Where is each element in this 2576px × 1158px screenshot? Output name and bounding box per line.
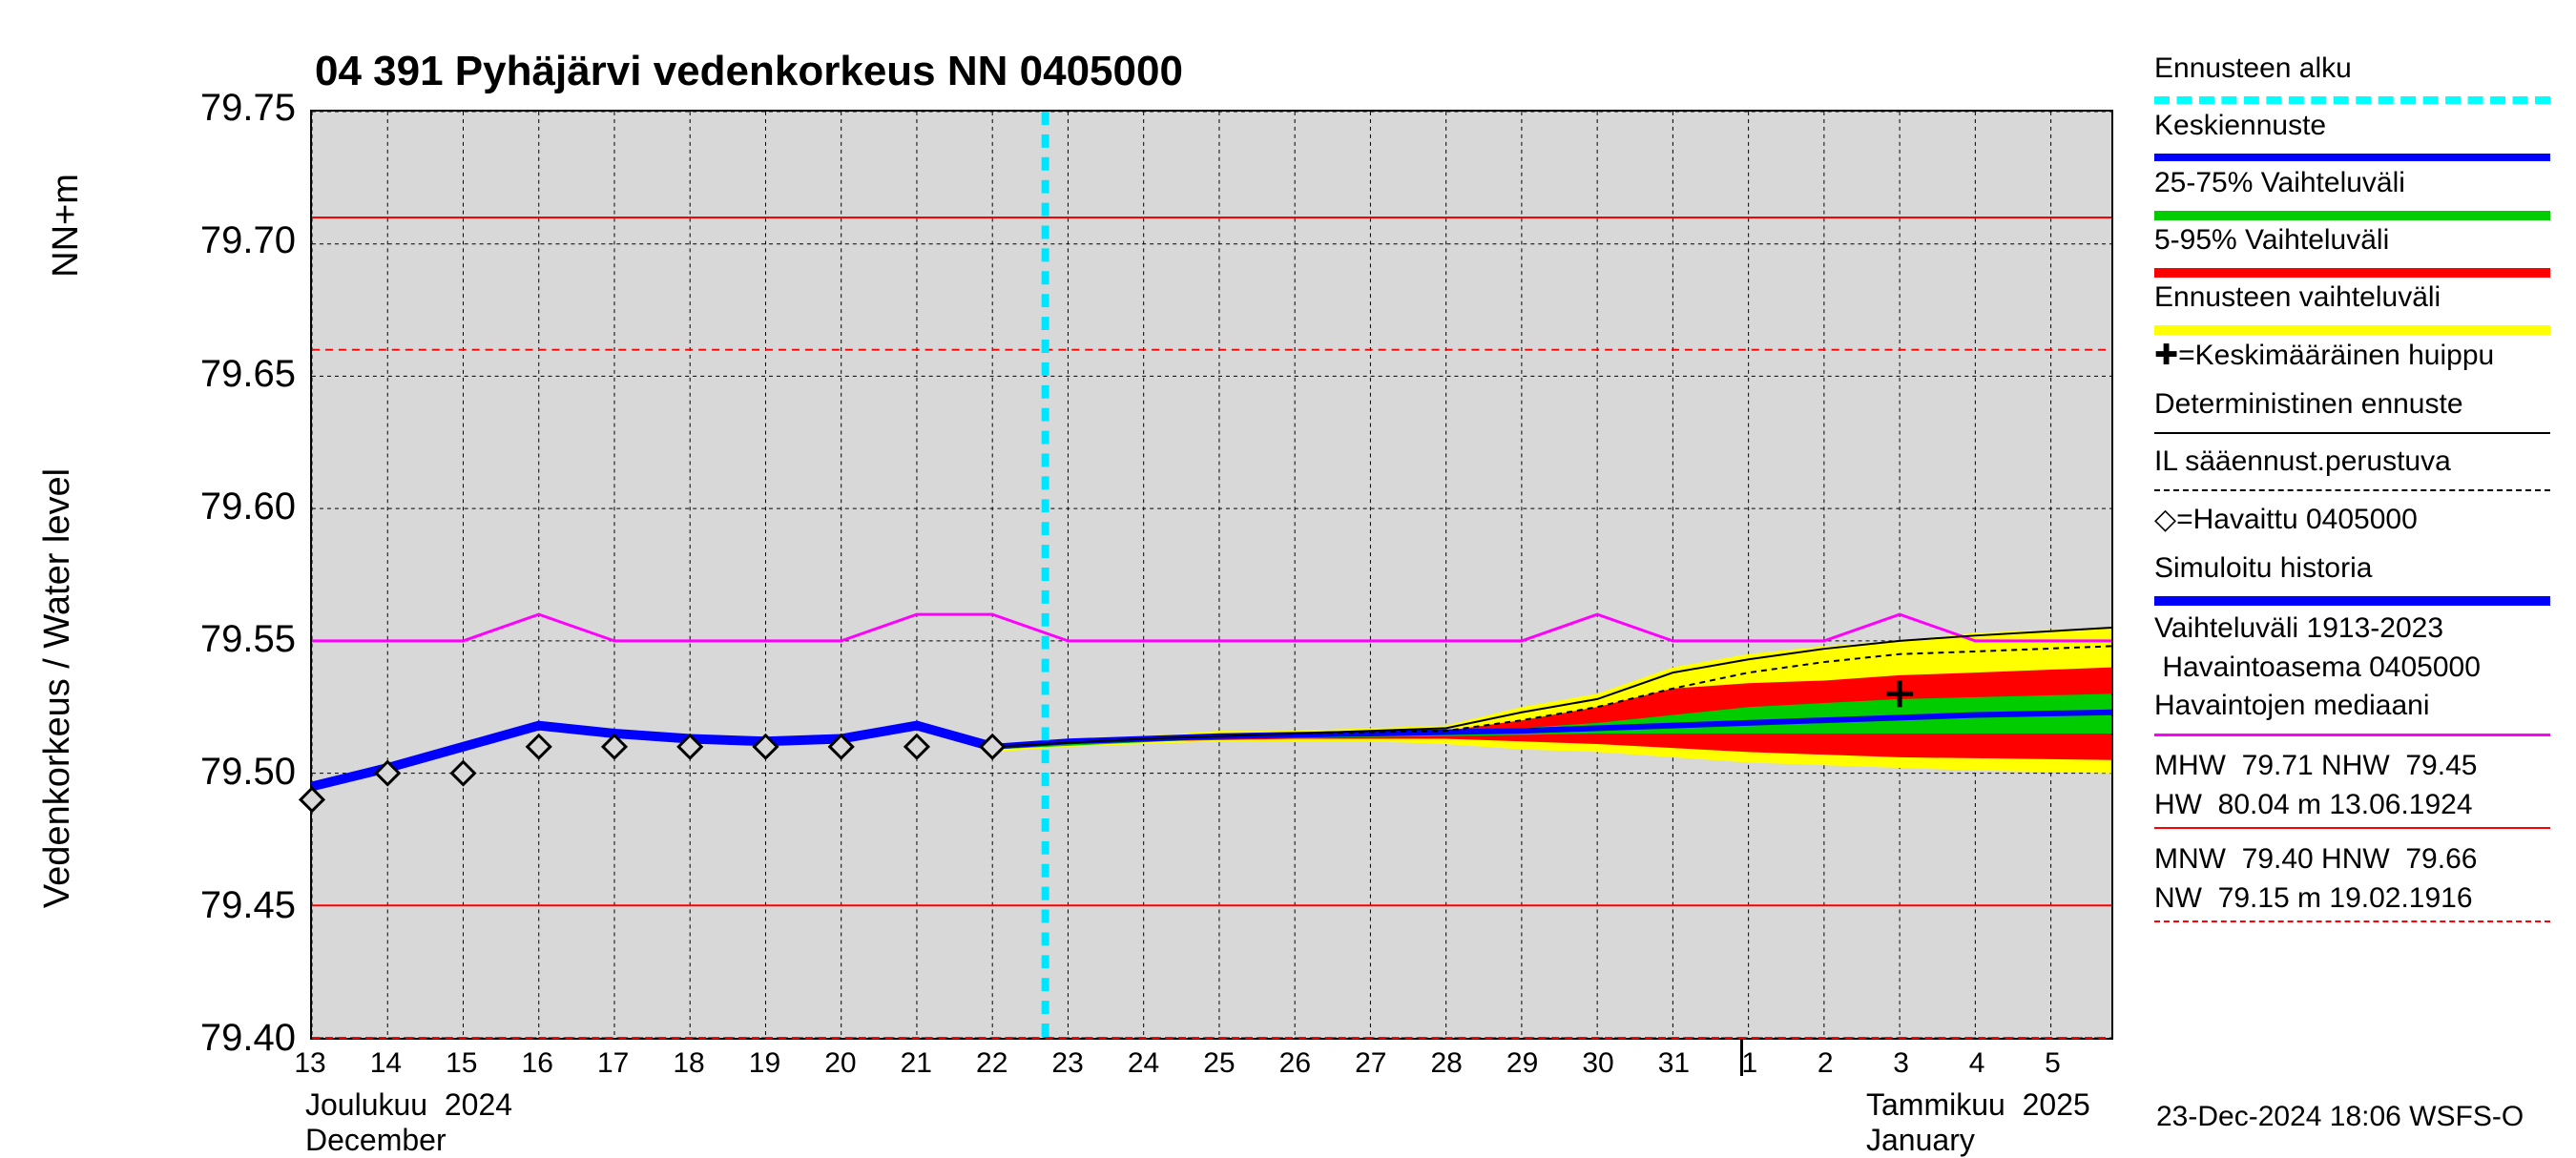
- x-tick-label: 13: [294, 1047, 325, 1080]
- y-tick-label: 79.55: [105, 618, 296, 661]
- y-tick-label: 79.75: [105, 87, 296, 130]
- month-divider: [1740, 1040, 1743, 1076]
- x-tick-label: 5: [2045, 1047, 2061, 1080]
- x-tick-label: 22: [976, 1047, 1008, 1080]
- legend-item: 5-95% Vaihteluväli: [2154, 224, 2565, 278]
- legend-item: MNW 79.40 HNW 79.66 NW 79.15 m 19.02.191…: [2154, 840, 2565, 930]
- legend-item: ✚=Keskimääräinen huippu: [2154, 339, 2565, 384]
- legend-item: Keskiennuste: [2154, 110, 2565, 163]
- plot-area: [310, 110, 2113, 1040]
- plot-svg: [312, 112, 2111, 1038]
- x-tick-label: 25: [1203, 1047, 1235, 1080]
- legend-item: Simuloitu historia: [2154, 552, 2565, 606]
- chart-title: 04 391 Pyhäjärvi vedenkorkeus NN 0405000: [315, 48, 1183, 95]
- y-tick-label: 79.65: [105, 353, 296, 396]
- x-tick-label: 31: [1658, 1047, 1690, 1080]
- x-tick-label: 17: [597, 1047, 629, 1080]
- y-tick-label: 79.70: [105, 219, 296, 262]
- x-tick-label: 14: [370, 1047, 402, 1080]
- legend: Ennusteen alkuKeskiennuste25-75% Vaihtel…: [2154, 52, 2565, 934]
- x-tick-label: 2: [1818, 1047, 1834, 1080]
- x-tick-label: 18: [673, 1047, 704, 1080]
- x-tick-label: 29: [1506, 1047, 1538, 1080]
- legend-item: Ennusteen vaihteluväli: [2154, 281, 2565, 335]
- x-tick-label: 19: [749, 1047, 780, 1080]
- timestamp: 23-Dec-2024 18:06 WSFS-O: [2156, 1101, 2524, 1133]
- x-axis-label-left: Joulukuu 2024 December: [305, 1087, 512, 1158]
- x-tick-label: 23: [1051, 1047, 1083, 1080]
- legend-item: Deterministinen ennuste: [2154, 388, 2565, 442]
- x-tick-label: 24: [1128, 1047, 1159, 1080]
- legend-item: ◇=Havaittu 0405000: [2154, 503, 2565, 548]
- x-tick-label: 21: [901, 1047, 932, 1080]
- x-tick-label: 16: [522, 1047, 553, 1080]
- x-tick-label: 3: [1893, 1047, 1909, 1080]
- x-axis-label-right: Tammikuu 2025 January: [1866, 1087, 2090, 1158]
- legend-item: IL sääennust.perustuva: [2154, 445, 2565, 499]
- x-tick-label: 4: [1969, 1047, 1985, 1080]
- x-tick-label: 1: [1741, 1047, 1757, 1080]
- y-tick-label: 79.50: [105, 751, 296, 794]
- legend-item: MHW 79.71 NHW 79.45 HW 80.04 m 13.06.192…: [2154, 747, 2565, 837]
- x-tick-label: 30: [1582, 1047, 1613, 1080]
- y-tick-label: 79.40: [105, 1017, 296, 1060]
- legend-item: Vaihteluväli 1913-2023 Havaintoasema 040…: [2154, 610, 2565, 686]
- y-tick-label: 79.60: [105, 486, 296, 528]
- x-tick-label: 27: [1355, 1047, 1386, 1080]
- x-tick-label: 15: [446, 1047, 477, 1080]
- x-tick-label: 20: [824, 1047, 856, 1080]
- legend-item: Ennusteen alku: [2154, 52, 2565, 106]
- y-tick-label: 79.45: [105, 884, 296, 927]
- x-tick-label: 28: [1430, 1047, 1462, 1080]
- legend-item: 25-75% Vaihteluväli: [2154, 167, 2565, 220]
- x-tick-label: 26: [1279, 1047, 1311, 1080]
- y-axis-label-main: Vedenkorkeus / Water level: [37, 468, 78, 908]
- legend-item: Havaintojen mediaani: [2154, 690, 2565, 743]
- y-axis-label-unit: NN+m: [46, 174, 87, 278]
